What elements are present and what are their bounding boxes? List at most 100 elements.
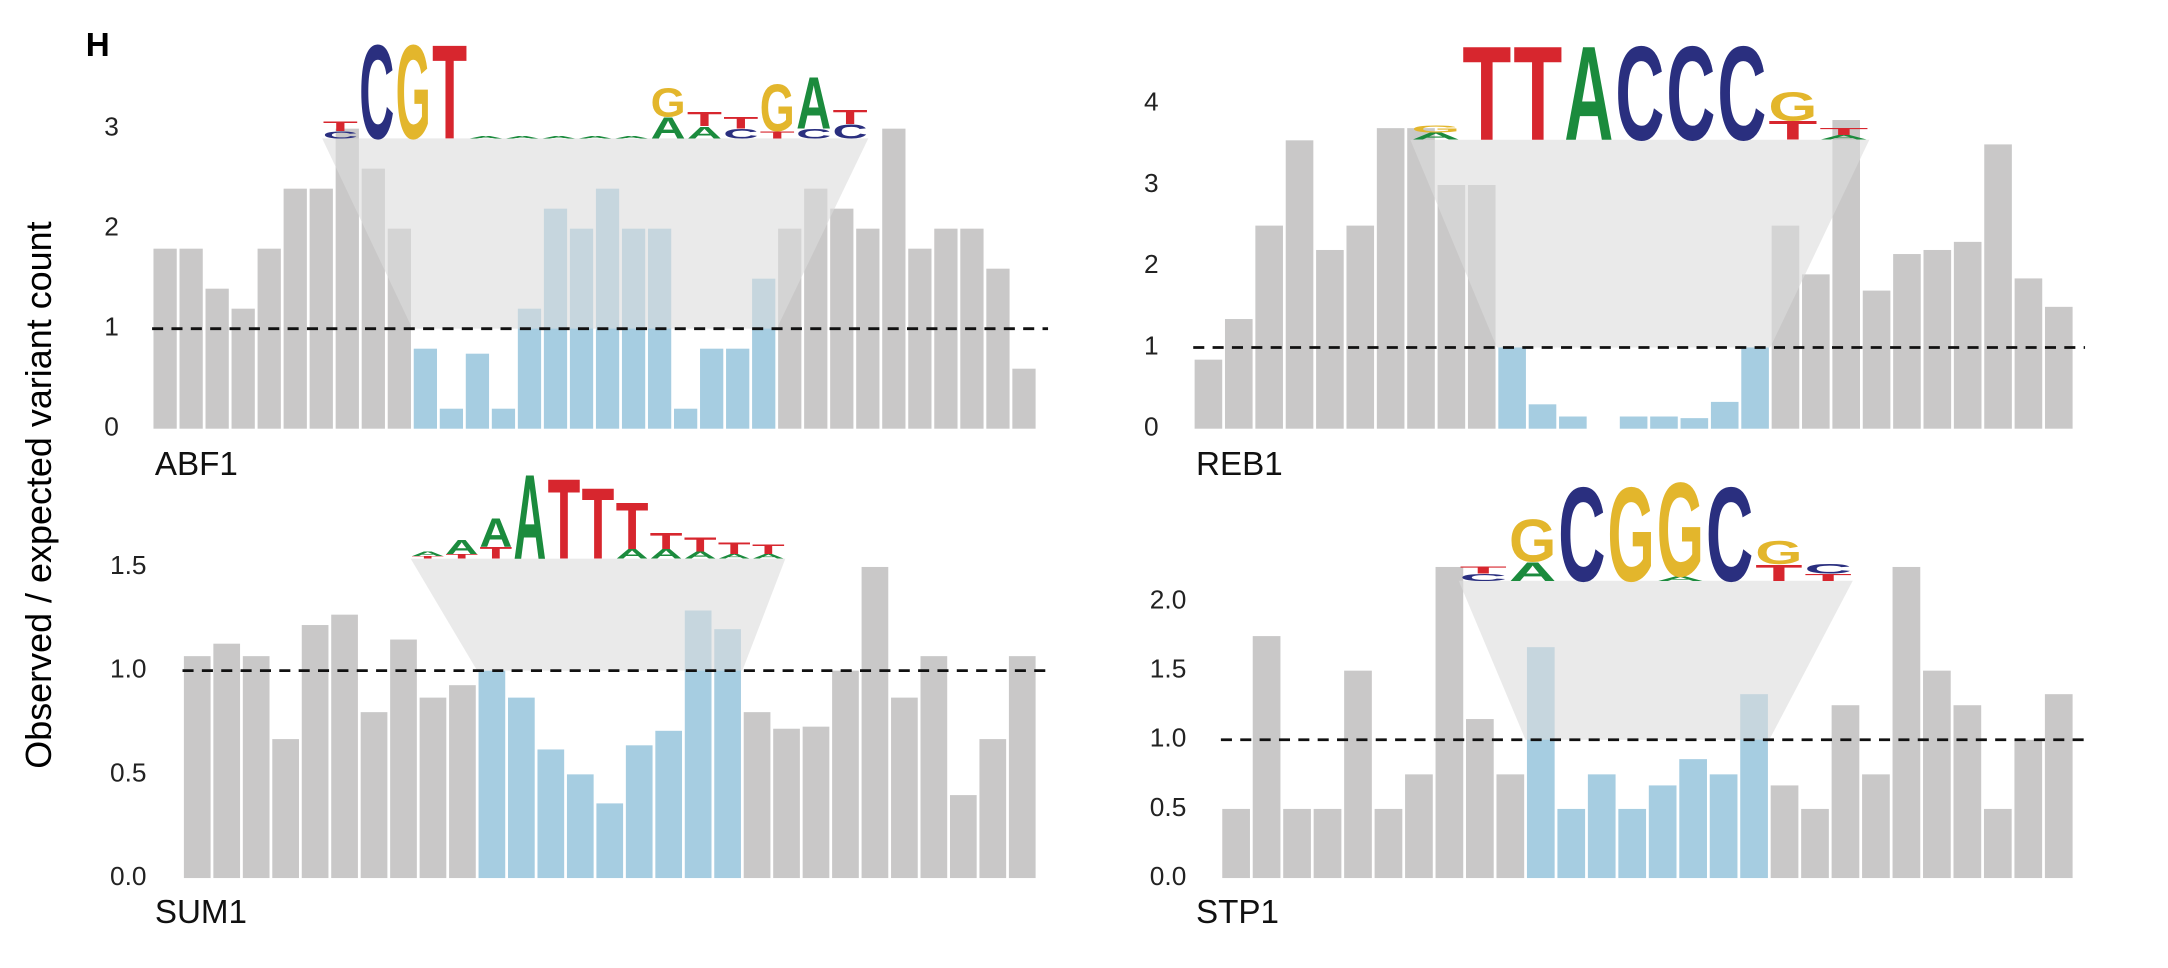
logo-letter: C	[1460, 572, 1507, 583]
bar	[1709, 774, 1738, 879]
y-axis-label: Observed / expected variant count	[18, 221, 59, 768]
bar	[1222, 808, 1250, 879]
logo-letter: A	[469, 135, 504, 139]
bar	[726, 348, 750, 429]
panel-title: STP1	[1196, 894, 1279, 931]
bar	[1344, 670, 1372, 879]
logo-letter: G	[396, 17, 431, 167]
logo-letter: T	[479, 543, 512, 562]
logo-letter: C	[1558, 460, 1605, 610]
bar	[949, 795, 977, 879]
logo-letter: C	[323, 129, 358, 140]
y-tick-label: 0.0	[110, 861, 147, 891]
logo-letter: T	[1462, 18, 1511, 168]
logo-letter: C	[1615, 18, 1664, 168]
y-tick-label: 2.0	[1150, 584, 1187, 614]
bar	[1618, 808, 1647, 879]
logo-letter: T	[752, 542, 785, 557]
bar	[891, 697, 918, 879]
logo-letter: T	[616, 489, 649, 564]
bar	[979, 739, 1007, 879]
logo-letter: T	[1768, 116, 1817, 146]
bar	[1376, 128, 1405, 429]
bar	[2014, 739, 2043, 879]
y-tick-label: 3	[104, 112, 119, 142]
logo-letter: T	[723, 113, 758, 132]
bar	[1650, 416, 1678, 429]
bar	[1619, 416, 1648, 429]
bar	[1496, 774, 1525, 879]
y-tick-label: 1.0	[110, 654, 147, 684]
logo-letter: T	[548, 455, 581, 583]
logo-letter: A	[505, 135, 540, 139]
bar	[1648, 785, 1677, 879]
bar	[537, 749, 565, 879]
bar	[1953, 705, 1982, 879]
bar	[1405, 774, 1433, 879]
bar	[1224, 319, 1253, 429]
bar	[1012, 368, 1036, 429]
bar	[1498, 347, 1526, 429]
bar	[700, 348, 724, 429]
motif-connector	[1410, 139, 1870, 348]
bar	[596, 803, 624, 879]
y-tick-label: 4	[1144, 87, 1159, 117]
y-tick-label: 0.5	[110, 757, 147, 787]
bar	[1285, 140, 1314, 429]
bar	[1008, 656, 1036, 879]
logo-letter: T	[582, 467, 615, 580]
logo-letter: A	[796, 63, 831, 145]
bar	[1194, 359, 1223, 429]
bar	[1435, 566, 1464, 879]
logo-letter: T	[1819, 126, 1868, 137]
logo-letter: T	[323, 119, 358, 134]
bar	[183, 656, 211, 879]
logo-letter: T	[1804, 572, 1851, 583]
logo-letter: G	[1411, 123, 1460, 134]
logo-letter: T	[833, 106, 868, 128]
logo-letter: A	[650, 546, 683, 561]
y-tick-label: 2	[104, 212, 119, 242]
logo-letter: C	[1717, 18, 1766, 168]
logo-letter: C	[1706, 460, 1753, 610]
bar	[1313, 808, 1342, 879]
bar	[1559, 416, 1587, 429]
motif-connector	[1458, 580, 1853, 740]
logo-letter: G	[1607, 460, 1654, 610]
bar	[360, 712, 388, 879]
y-tick-label: 0.5	[1150, 792, 1187, 822]
bar	[257, 248, 281, 429]
logo-letter: C	[723, 126, 758, 141]
logo-letter: A	[687, 123, 722, 142]
bar	[301, 625, 329, 879]
logo-letter: A	[411, 550, 444, 558]
y-tick-label: 0	[104, 412, 119, 442]
logo-letter: A	[1411, 131, 1460, 142]
bar	[242, 656, 270, 879]
logo-letter: T	[650, 528, 683, 554]
logo-letter: G	[1768, 84, 1817, 129]
bar	[449, 685, 476, 879]
bar	[1374, 808, 1403, 879]
logo-letter: A	[718, 553, 751, 561]
bar	[1587, 774, 1616, 879]
panel-title: REB1	[1196, 446, 1283, 483]
bar	[1893, 254, 1921, 429]
bar	[920, 656, 948, 879]
bar	[1710, 401, 1739, 429]
bar	[413, 348, 437, 429]
logo-letter: T	[684, 533, 717, 555]
bar	[832, 670, 859, 879]
motif-connector	[410, 558, 786, 671]
logo-letter: G	[651, 80, 686, 125]
bar	[908, 248, 932, 429]
logo-letter: T	[718, 539, 751, 558]
logo-letter: C	[796, 126, 831, 141]
bar	[1283, 808, 1311, 879]
y-tick-label: 2	[1144, 249, 1159, 279]
bar	[1255, 225, 1283, 429]
